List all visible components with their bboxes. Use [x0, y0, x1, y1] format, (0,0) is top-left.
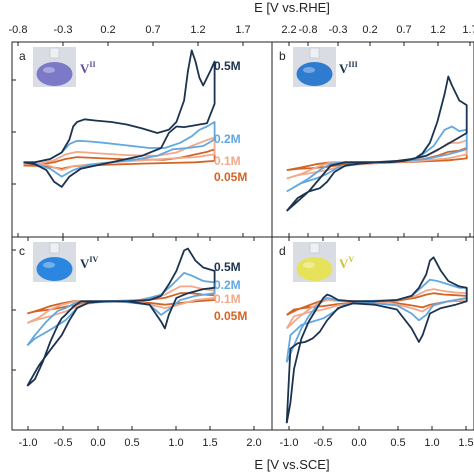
bottom-tick-label: 0.0 — [351, 437, 366, 449]
top-tick-label: 0.2 — [362, 24, 377, 36]
concentration-label: 0.1M — [214, 292, 241, 306]
concentration-label: 0.05M — [214, 309, 247, 323]
top-tick-label: 1.7 — [235, 24, 250, 36]
top-tick-label: -0.8 — [9, 24, 28, 36]
flask-photo — [293, 47, 336, 87]
cv-curve-0p1M — [23, 136, 216, 171]
top-tick-label: 1.7 — [462, 24, 474, 36]
concentration-label: 0.5M — [214, 59, 241, 73]
oxidation-state-label: VV — [339, 255, 354, 271]
cv-curve-0p1M — [286, 139, 468, 180]
top-tick-label: 1.2 — [430, 24, 445, 36]
concentration-label: 0.05M — [214, 170, 247, 184]
oxidation-state-label: VII — [80, 60, 96, 76]
bottom-tick-label: -1.0 — [280, 437, 299, 449]
cv-curve-0p5M — [286, 75, 468, 212]
concentration-label: 0.2M — [214, 132, 241, 146]
bottom-tick-label: -0.5 — [54, 437, 73, 449]
bottom-tick-label: 1.0 — [168, 437, 183, 449]
panel-letter: b — [279, 49, 286, 63]
cv-curve-0p2M — [285, 278, 468, 363]
flask-photo — [33, 242, 76, 282]
oxidation-state-label: VIII — [339, 60, 358, 76]
cv-curve-0p5M — [26, 247, 216, 387]
concentration-label: 0.2M — [214, 278, 241, 292]
top-axis-title: E [V vs.RHE] — [254, 0, 330, 15]
bottom-tick-label: 1.5 — [202, 437, 217, 449]
flask-photo — [33, 47, 76, 87]
panel-b: b VIII — [271, 41, 474, 238]
cv-curve-0p2M — [286, 125, 468, 193]
bottom-tick-label: 0.0 — [90, 437, 105, 449]
top-tick-label: 1.2 — [190, 24, 205, 36]
flask-photo — [293, 242, 336, 282]
cv-curve-0p05M — [23, 148, 216, 170]
panel-a: a VII 0.5M 0.2M 0.1M 0.05M — [11, 41, 273, 238]
bottom-tick-label: -1.0 — [19, 437, 38, 449]
bottom-tick-label: 2.0 — [246, 437, 261, 449]
cv-curve-0p1M — [285, 288, 468, 330]
top-tick-label: 0.7 — [396, 24, 411, 36]
panel-frame — [271, 236, 474, 431]
panel-letter: d — [279, 244, 286, 258]
panel-d: d VV — [271, 236, 474, 431]
cv-curve-0p5M — [285, 256, 468, 424]
top-tick-label: 0.7 — [145, 24, 160, 36]
top-tick-label: -0.3 — [54, 24, 73, 36]
top-tick-label: -0.3 — [329, 24, 348, 36]
cv-curve-0p5M — [23, 49, 216, 188]
bottom-axis-title: E [V vs.SCE] — [254, 457, 329, 472]
panel-letter: c — [19, 244, 25, 258]
cv-curve-0p2M — [23, 121, 216, 178]
top-tick-label: 2.2 — [281, 24, 296, 36]
top-tick-label: -0.8 — [299, 24, 318, 36]
oxidation-state-label: VIV — [80, 255, 99, 271]
bottom-tick-label: 1.0 — [424, 437, 439, 449]
panel-c: c VIV 0.5M 0.2M0.1M 0.05M — [11, 236, 273, 431]
bottom-tick-label: 0.5 — [390, 437, 405, 449]
concentration-label: 0.1M — [214, 154, 241, 168]
concentration-label: 0.5M — [214, 260, 241, 274]
bottom-tick-label: -0.5 — [314, 437, 333, 449]
panel-letter: a — [19, 49, 26, 63]
top-tick-label: 0.2 — [100, 24, 115, 36]
panels-group: -0.8 -0.3 0.2 0.7 1.2 1.7 2.2 -0.8 -0.3 0.2 0.7 1.2… — [9, 24, 474, 449]
bottom-tick-label: 1.5 — [458, 437, 473, 449]
bottom-tick-label: 0.5 — [124, 437, 139, 449]
